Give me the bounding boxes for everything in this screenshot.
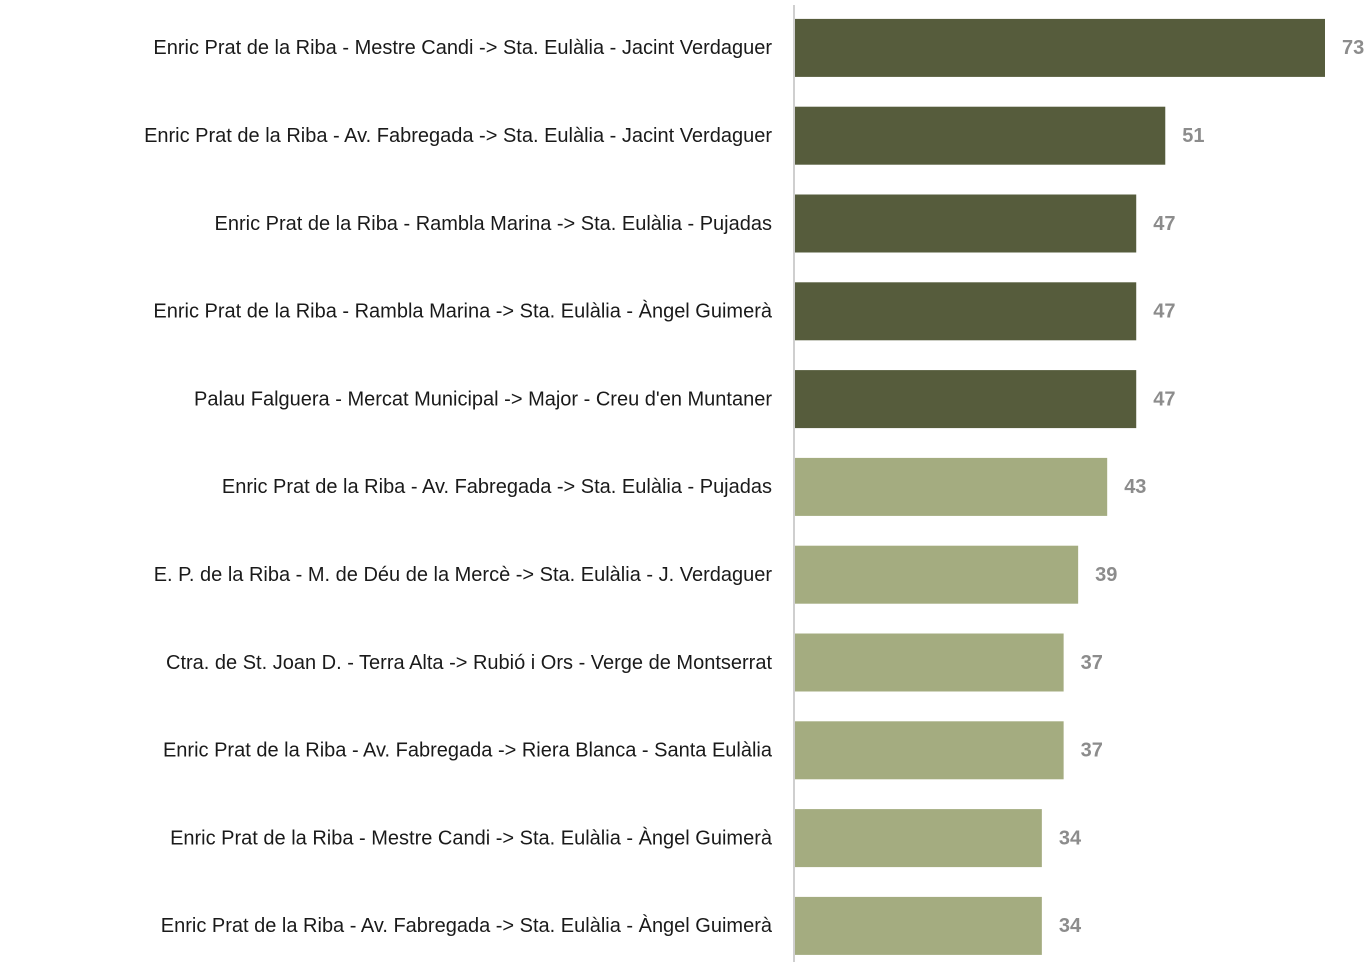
value-label: 39 [1095,564,1117,586]
category-label: Enric Prat de la Riba - Mestre Candi -> … [170,826,773,849]
value-label: 47 [1153,388,1175,410]
category-label: Enric Prat de la Riba - Av. Fabregada ->… [161,914,773,937]
bar [795,545,1079,604]
bar [795,194,1137,253]
value-label: 37 [1081,652,1103,674]
value-label: 34 [1059,915,1082,937]
category-label: Ctra. de St. Joan D. - Terra Alta -> Rub… [166,652,772,674]
category-label: Palau Falguera - Mercat Municipal -> Maj… [194,388,772,410]
category-label: E. P. de la Riba - M. de Déu de la Mercè… [154,564,773,586]
category-label: Enric Prat de la Riba - Mestre Candi -> … [153,37,772,59]
bar [795,721,1064,780]
value-label: 51 [1182,125,1204,147]
category-label: Enric Prat de la Riba - Rambla Marina ->… [153,300,772,323]
bar [795,809,1042,868]
bar [795,896,1042,955]
bar [795,370,1137,429]
category-label: Enric Prat de la Riba - Av. Fabregada ->… [222,476,772,498]
bar [795,18,1325,77]
category-label: Enric Prat de la Riba - Av. Fabregada ->… [144,125,772,147]
value-label: 47 [1153,213,1175,235]
bar [795,106,1166,165]
bar [795,457,1108,516]
bar [795,633,1064,692]
value-label: 43 [1124,476,1146,498]
bar [795,282,1137,341]
value-label: 34 [1059,827,1082,849]
value-label: 37 [1081,740,1103,762]
category-label: Enric Prat de la Riba - Av. Fabregada ->… [163,740,773,762]
value-label: 73 [1342,37,1364,59]
category-label: Enric Prat de la Riba - Rambla Marina ->… [215,213,772,235]
value-label: 47 [1153,301,1175,323]
